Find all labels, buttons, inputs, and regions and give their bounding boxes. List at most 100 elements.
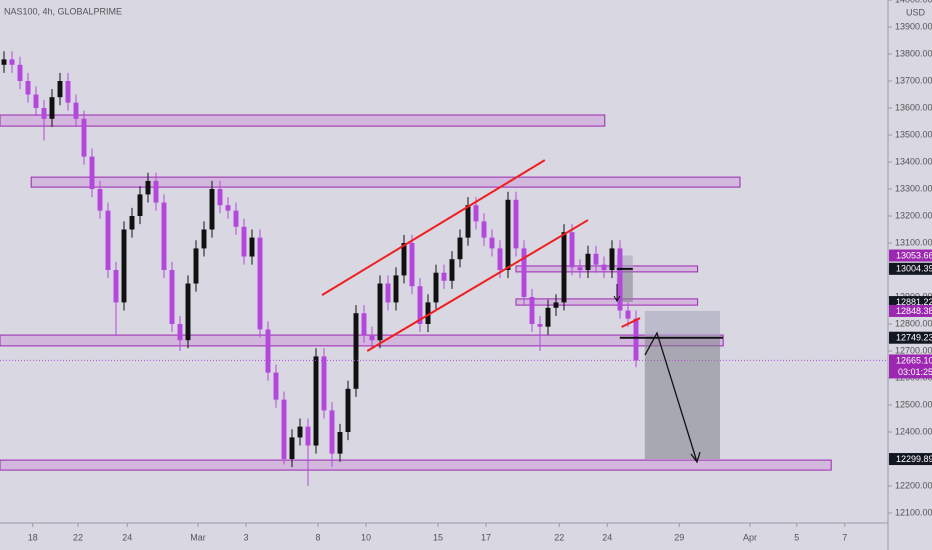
candle-body — [617, 248, 623, 311]
y-tick-label: 13900.00 — [895, 21, 932, 31]
candle-body — [137, 194, 143, 217]
y-tick-label: 12200.00 — [895, 480, 932, 490]
candle-body — [353, 313, 359, 389]
candle-body — [625, 310, 631, 319]
x-tick-label: 15 — [433, 532, 443, 542]
candle-body — [1, 59, 7, 65]
y-tick-label: 12800.00 — [895, 318, 932, 328]
y-tick-label: 14000.00 — [895, 0, 932, 4]
x-tick-label: 18 — [28, 532, 38, 542]
countdown: 03:01:25 — [898, 367, 932, 377]
candle-body — [17, 64, 23, 82]
candle-body — [177, 324, 183, 341]
candle-body — [57, 81, 63, 98]
candle-body — [433, 272, 439, 303]
y-tick-label: 13100.00 — [895, 237, 932, 247]
candle-body — [257, 237, 263, 330]
current-price-tag — [889, 354, 932, 379]
y-tick-label: 12500.00 — [895, 399, 932, 409]
small-arrow-head — [613, 295, 621, 302]
x-tick-label: 8 — [315, 532, 320, 542]
level-zone — [30, 176, 741, 188]
candle-body — [225, 205, 231, 211]
price-tag — [889, 262, 932, 275]
price-tag-label: 12299.89 — [896, 454, 932, 464]
y-tick-label: 12400.00 — [895, 426, 932, 436]
candle-body — [145, 180, 151, 195]
x-tick-label: 22 — [554, 532, 564, 542]
trend-line — [621, 317, 641, 328]
y-tick-label: 12100.00 — [895, 507, 932, 517]
candle-body — [449, 259, 455, 281]
candle-body — [49, 97, 55, 119]
x-tick-label: 29 — [674, 532, 684, 542]
candle-body — [601, 264, 607, 271]
candle-body — [505, 199, 511, 271]
y-tick-label: 13200.00 — [895, 210, 932, 220]
candle-body — [401, 243, 407, 276]
candle-body — [209, 189, 215, 230]
x-tick-label: 22 — [73, 532, 83, 542]
y-tick-label: 13700.00 — [895, 75, 932, 85]
candle-body — [265, 329, 271, 373]
axis-unit: USD — [906, 7, 926, 17]
candle-body — [497, 248, 503, 271]
candle-body — [81, 118, 87, 157]
price-tag-label: 12881.22 — [896, 297, 932, 307]
candle-body — [537, 324, 543, 327]
candle-body — [545, 307, 551, 327]
candle-body — [41, 108, 47, 119]
candle-body — [329, 410, 335, 454]
candle-body — [201, 229, 207, 249]
arrow-head — [690, 451, 701, 464]
price-tag — [889, 304, 932, 317]
candle-body — [345, 388, 351, 433]
candle-body — [561, 232, 567, 303]
current-price-label: 12665.10 — [896, 355, 932, 365]
candle-body — [89, 156, 95, 190]
x-tick-label: Apr — [743, 532, 757, 542]
projection-arrow — [644, 331, 698, 463]
candle-body — [9, 59, 15, 65]
candle-body — [321, 356, 327, 411]
price-tag-label: 12749.23 — [896, 333, 932, 343]
x-tick-label: 24 — [122, 532, 132, 542]
level-zone — [515, 298, 699, 306]
price-tag — [889, 249, 932, 262]
candle-body — [217, 189, 223, 206]
x-tick-label: 5 — [794, 532, 799, 542]
drawings — [613, 284, 701, 464]
candle-body — [377, 283, 383, 341]
candle-body — [121, 229, 127, 303]
candle-body — [297, 426, 303, 438]
level-zone — [515, 265, 699, 273]
candle-body — [33, 94, 39, 109]
level-zone — [0, 114, 606, 127]
candle-body — [233, 210, 239, 227]
candle-body — [113, 270, 119, 303]
x-tick-label: 10 — [361, 532, 371, 542]
y-tick-label: 13800.00 — [895, 48, 932, 58]
candle-body — [465, 205, 471, 238]
candle-body — [521, 248, 527, 298]
candle-body — [129, 216, 135, 230]
candle-body — [337, 432, 343, 454]
trend-line — [366, 219, 589, 352]
candle-body — [473, 205, 479, 222]
y-tick-label: 12700.00 — [895, 345, 932, 355]
candle-body — [513, 199, 519, 249]
x-tick-label: 3 — [243, 532, 248, 542]
candle-body — [73, 102, 79, 119]
candle-body — [569, 232, 575, 268]
candle-body — [417, 286, 423, 325]
level-zone — [0, 459, 832, 471]
candle-body — [65, 81, 71, 103]
candle-body — [385, 283, 391, 303]
candle-body — [577, 267, 583, 271]
price-tag-label: 13004.39 — [896, 264, 932, 274]
candle-body — [105, 210, 111, 271]
candle-body — [273, 372, 279, 400]
candle-body — [281, 399, 287, 460]
